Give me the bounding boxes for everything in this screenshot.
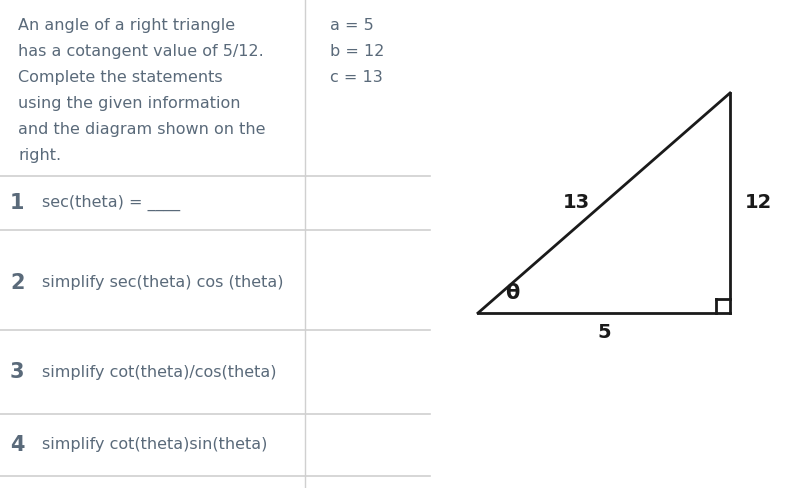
Text: 1: 1 [10,193,25,213]
Text: c = 13: c = 13 [330,70,382,85]
Text: has a cotangent value of 5/12.: has a cotangent value of 5/12. [18,44,264,59]
Text: 3: 3 [10,362,25,382]
Text: Complete the statements: Complete the statements [18,70,222,85]
Text: 2: 2 [10,273,25,293]
Text: simplify cot(theta)sin(theta): simplify cot(theta)sin(theta) [42,438,267,452]
Text: sec(theta) = ____: sec(theta) = ____ [42,195,180,211]
Text: b = 12: b = 12 [330,44,384,59]
Text: and the diagram shown on the: and the diagram shown on the [18,122,266,137]
Text: simplify cot(theta)/cos(theta): simplify cot(theta)/cos(theta) [42,365,277,380]
Text: 13: 13 [562,194,590,212]
Text: 4: 4 [10,435,25,455]
Text: θ: θ [505,283,519,303]
Text: 5: 5 [597,324,611,343]
Text: using the given information: using the given information [18,96,241,111]
Text: 12: 12 [744,194,772,212]
Text: a = 5: a = 5 [330,18,374,33]
Text: An angle of a right triangle: An angle of a right triangle [18,18,235,33]
Text: right.: right. [18,148,61,163]
Text: simplify sec(theta) cos (theta): simplify sec(theta) cos (theta) [42,276,283,290]
